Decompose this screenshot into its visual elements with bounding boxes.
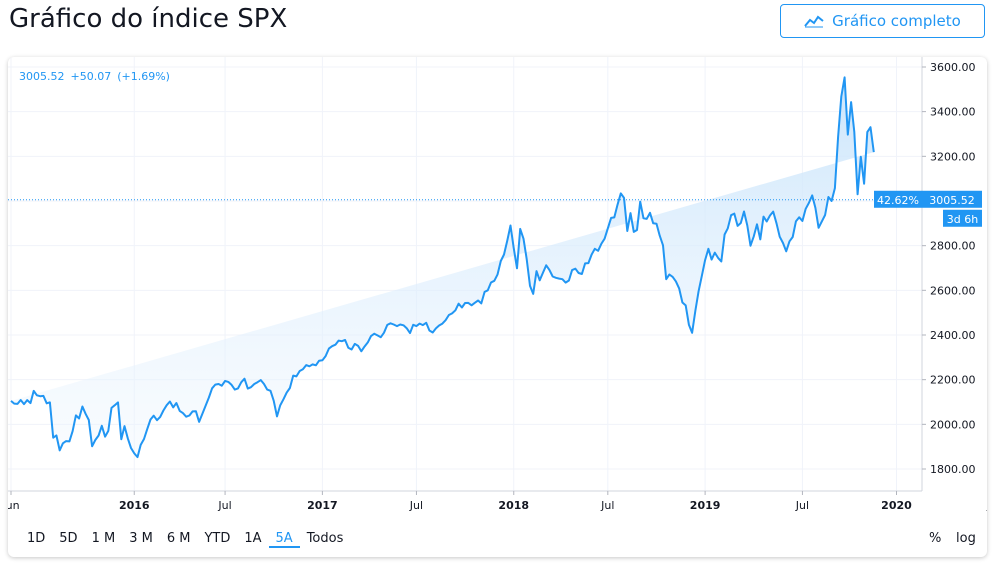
price-tick-label: 1800.00 [930,463,976,476]
pct-tag-bg [874,190,922,208]
range-selector: 1D 5D 1 M 3 M 6 M YTD 1A 5A Todos [20,531,350,548]
price-chart[interactable]: 1800.00 2000.00 2200.00 2400.00 2600.00 2800.… [8,57,987,557]
time-axis: Jun 2016 Jul 2017 Jul 2018 Jul 2019 Jul 2020 Jul [8,491,987,512]
price-tick-label: 2200.00 [930,374,976,387]
time-tick-label: 2017 [307,499,338,512]
range-todos[interactable]: Todos [306,531,344,546]
price-tick-label: 2800.00 [930,240,976,253]
time-tick-label: 2018 [498,499,529,512]
percent-toggle[interactable]: % [929,531,942,546]
full-chart-button[interactable]: Gráfico completo [780,4,985,38]
range-1d[interactable]: 1D [27,531,46,546]
price-tick-label: 3600.00 [930,61,976,74]
readout-price: 3005.52 [19,70,65,83]
time-tick-label: Jul [409,499,423,512]
range-5a[interactable]: 5A [268,531,300,548]
time-tick-label: Jul [795,499,809,512]
price-tag-bg [922,190,982,208]
log-toggle[interactable]: log [956,531,976,546]
range-5d[interactable]: 5D [59,531,78,546]
pct-tag: 42.62% [877,194,919,207]
range-3m[interactable]: 3 M [129,531,153,546]
range-1m[interactable]: 1 M [91,531,116,546]
price-readout: 3005.52 +50.07 (+1.69%) [19,70,170,83]
readout-change-pct: (+1.69%) [117,70,170,83]
price-tick-label: 2000.00 [930,418,976,431]
price-area [11,77,874,458]
price-tick-label: 2400.00 [930,329,976,342]
range-1a[interactable]: 1A [244,531,262,546]
price-tags: 42.62% 3005.52 3d 6h [874,190,982,227]
countdown-tag: 3d 6h [947,213,978,226]
price-axis: 1800.00 2000.00 2200.00 2400.00 2600.00 2800.… [922,61,976,476]
countdown-tag-bg [943,209,982,227]
time-tick-label: Jul [600,499,614,512]
time-tick-label: Jul [986,499,987,512]
time-tick-label: 2019 [690,499,721,512]
price-line [10,76,875,459]
price-tag: 3005.52 [929,194,975,207]
range-ytd[interactable]: YTD [204,531,231,546]
page-title: Gráfico do índice SPX [9,4,288,34]
full-chart-label: Gráfico completo [832,12,961,30]
time-tick-label: Jun [8,499,20,512]
price-tick-label: 3200.00 [930,150,976,163]
chart-panel: 1800.00 2000.00 2200.00 2400.00 2600.00 2800.… [8,57,987,557]
time-tick-label: 2016 [119,499,150,512]
time-tick-label: Jul [217,499,231,512]
price-tick-label: 2600.00 [930,284,976,297]
chart-line-icon [804,15,824,28]
price-tick-label: 3400.00 [930,106,976,119]
readout-change: +50.07 [70,70,112,83]
time-tick-label: 2020 [881,499,912,512]
range-6m[interactable]: 6 M [166,531,191,546]
